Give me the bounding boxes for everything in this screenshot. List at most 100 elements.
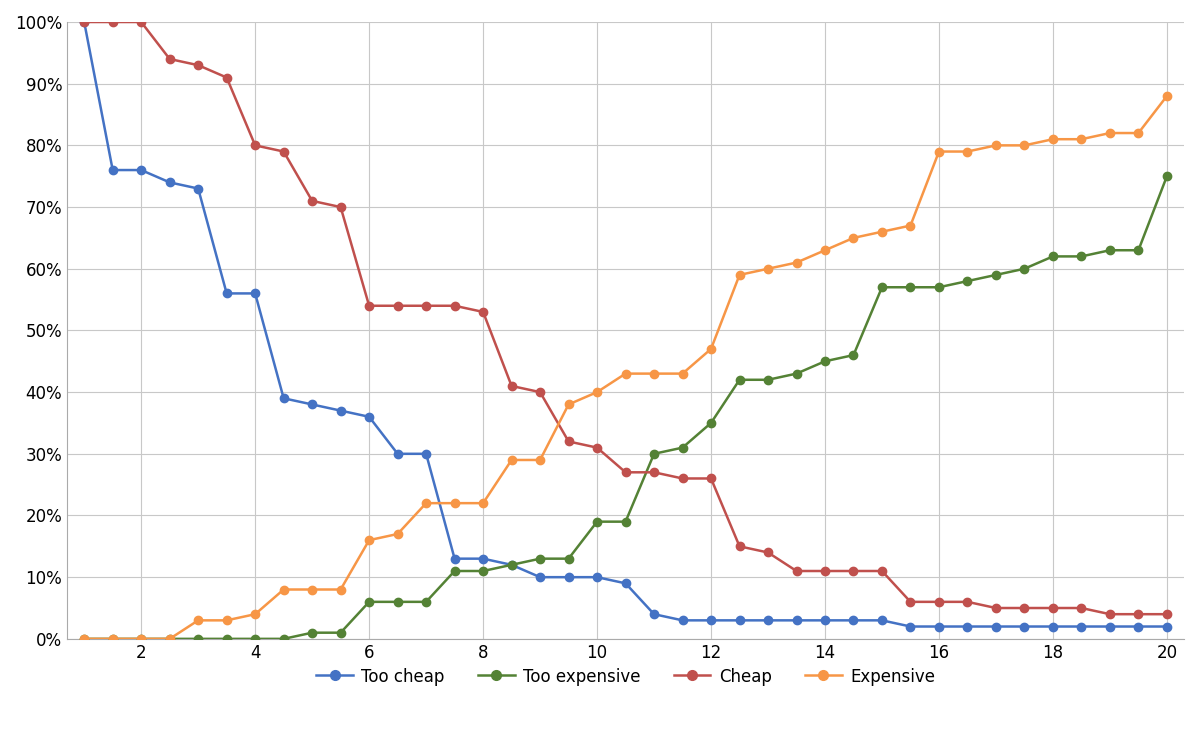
- Too expensive: [646, 450, 661, 459]
- Too expensive: [163, 634, 177, 643]
- Cheap: [134, 17, 149, 26]
- Expensive: [1103, 129, 1117, 138]
- Expensive: [1159, 91, 1174, 100]
- Too cheap: [704, 616, 718, 625]
- Cheap: [733, 542, 747, 551]
- Too expensive: [846, 351, 861, 360]
- Too cheap: [1046, 622, 1060, 631]
- Too expensive: [903, 283, 917, 292]
- Too cheap: [675, 616, 689, 625]
- Too expensive: [818, 357, 832, 366]
- Line: Too expensive: Too expensive: [80, 172, 1171, 643]
- Expensive: [532, 456, 547, 465]
- Cheap: [447, 301, 462, 310]
- Too cheap: [960, 622, 975, 631]
- Too cheap: [77, 17, 91, 26]
- Cheap: [675, 474, 689, 483]
- Expensive: [818, 246, 832, 255]
- Cheap: [761, 548, 776, 557]
- Cheap: [219, 73, 234, 82]
- Expensive: [733, 271, 747, 280]
- Expensive: [1131, 129, 1145, 138]
- Too cheap: [733, 616, 747, 625]
- Expensive: [789, 258, 803, 267]
- Too cheap: [134, 165, 149, 174]
- Expensive: [561, 400, 576, 409]
- Too expensive: [191, 634, 205, 643]
- Too expensive: [391, 598, 405, 607]
- Too expensive: [675, 443, 689, 452]
- Too expensive: [248, 634, 263, 643]
- Expensive: [163, 634, 177, 643]
- Too cheap: [761, 616, 776, 625]
- Cheap: [932, 598, 946, 607]
- Expensive: [932, 147, 946, 156]
- Too expensive: [1046, 252, 1060, 261]
- Cheap: [1131, 610, 1145, 619]
- Cheap: [77, 17, 91, 26]
- Cheap: [362, 301, 376, 310]
- Too cheap: [248, 289, 263, 298]
- Too cheap: [619, 579, 633, 588]
- Too cheap: [163, 178, 177, 187]
- Too cheap: [846, 616, 861, 625]
- Expensive: [646, 369, 661, 378]
- Too expensive: [761, 375, 776, 384]
- Too expensive: [333, 628, 348, 637]
- Cheap: [305, 197, 319, 206]
- Cheap: [989, 604, 1004, 613]
- Too cheap: [505, 560, 519, 569]
- Too expensive: [619, 517, 633, 526]
- Too cheap: [191, 184, 205, 193]
- Expensive: [418, 499, 433, 508]
- Expensive: [333, 585, 348, 594]
- Too cheap: [277, 393, 291, 402]
- Cheap: [333, 203, 348, 212]
- Cheap: [1074, 604, 1089, 613]
- Too expensive: [1159, 172, 1174, 181]
- Too expensive: [561, 554, 576, 563]
- Cheap: [1046, 604, 1060, 613]
- Too expensive: [989, 271, 1004, 280]
- Cheap: [646, 468, 661, 476]
- Expensive: [989, 141, 1004, 150]
- Expensive: [875, 227, 890, 236]
- Too cheap: [305, 400, 319, 409]
- Too expensive: [219, 634, 234, 643]
- Too expensive: [789, 369, 803, 378]
- Expensive: [846, 233, 861, 242]
- Expensive: [134, 634, 149, 643]
- Line: Too cheap: Too cheap: [80, 18, 1171, 631]
- Cheap: [903, 598, 917, 607]
- Too cheap: [561, 573, 576, 582]
- Cheap: [875, 566, 890, 575]
- Too expensive: [733, 375, 747, 384]
- Cheap: [590, 443, 604, 452]
- Cheap: [391, 301, 405, 310]
- Too cheap: [875, 616, 890, 625]
- Cheap: [418, 301, 433, 310]
- Expensive: [704, 344, 718, 353]
- Too expensive: [277, 634, 291, 643]
- Too expensive: [1131, 246, 1145, 255]
- Line: Cheap: Cheap: [80, 18, 1171, 619]
- Line: Expensive: Expensive: [80, 92, 1171, 643]
- Cheap: [505, 381, 519, 390]
- Too expensive: [590, 517, 604, 526]
- Too expensive: [505, 560, 519, 569]
- Too expensive: [77, 634, 91, 643]
- Expensive: [219, 616, 234, 625]
- Cheap: [277, 147, 291, 156]
- Expensive: [619, 369, 633, 378]
- Cheap: [1159, 610, 1174, 619]
- Expensive: [1017, 141, 1031, 150]
- Expensive: [77, 634, 91, 643]
- Too expensive: [532, 554, 547, 563]
- Expensive: [277, 585, 291, 594]
- Too expensive: [704, 418, 718, 427]
- Cheap: [1017, 604, 1031, 613]
- Cheap: [561, 437, 576, 446]
- Too expensive: [1103, 246, 1117, 255]
- Too expensive: [106, 634, 120, 643]
- Cheap: [532, 387, 547, 396]
